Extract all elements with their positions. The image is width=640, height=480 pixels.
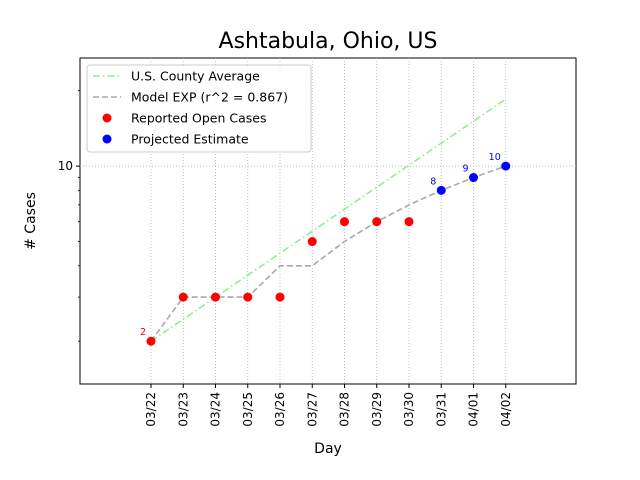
x-tick-label: 03/28 [338,392,352,427]
data-point-reported-open-cases [275,292,285,302]
x-tick-label: 03/25 [241,392,255,427]
data-label: 8 [430,176,436,187]
data-point-reported-open-cases [146,336,156,346]
legend-label: Reported Open Cases [131,111,267,126]
x-tick-label: 03/24 [209,392,223,427]
data-label: 9 [462,164,468,175]
legend-swatch-marker [102,113,112,123]
x-tick-label: 03/22 [144,392,158,427]
y-axis-ticks: 10 [58,90,80,342]
x-tick-label: 03/30 [402,392,416,427]
y-tick-label: 10 [58,159,73,173]
data-point-reported-open-cases [372,217,382,227]
plot-frame [79,57,577,385]
x-tick-label: 03/31 [434,392,448,427]
legend-label: Model EXP (r^2 = 0.867) [131,90,288,105]
x-axis-title: Day [314,441,342,457]
y-axis-title: # Cases [23,192,39,250]
series-line-model-exp-r-2-0-867 [150,165,507,342]
data-point-reported-open-cases [243,292,253,302]
data-point-reported-open-cases [211,292,220,302]
x-tick-label: 03/27 [305,392,319,427]
x-axis-ticks: 03/22 03/23 03/24 03/25 03/26 03/27 03/28 03/29… [144,384,513,427]
data-point-projected-estimate [501,161,511,171]
x-tick-label: 03/29 [370,392,384,427]
x-tick-label: 03/26 [273,392,287,427]
series-layer [146,98,511,346]
data-label: 2 [140,327,146,338]
data-point-reported-open-cases [307,237,317,247]
x-tick-label: 04/01 [467,392,481,427]
data-label: 10 [489,152,501,163]
legend-label: Projected Estimate [131,132,249,147]
data-point-reported-open-cases [404,217,414,227]
x-tick-label: 03/23 [176,392,190,427]
data-point-projected-estimate [436,185,446,195]
annotations: 2 8 9 10 [140,152,501,338]
data-point-reported-open-cases [178,292,188,302]
plot-area: 2 8 9 10 U.S. County Average Model EXP (r^2 … [79,57,577,385]
chart-title: Ashtabula, Ohio, US [219,29,438,54]
x-tick-label: 04/02 [499,392,513,427]
legend-swatch-marker [102,134,112,144]
legend-label: U.S. County Average [131,69,260,84]
data-point-reported-open-cases [340,217,349,227]
legend: U.S. County Average Model EXP (r^2 = 0.86… [86,64,312,153]
data-point-projected-estimate [469,173,478,183]
legend-box [86,64,312,153]
